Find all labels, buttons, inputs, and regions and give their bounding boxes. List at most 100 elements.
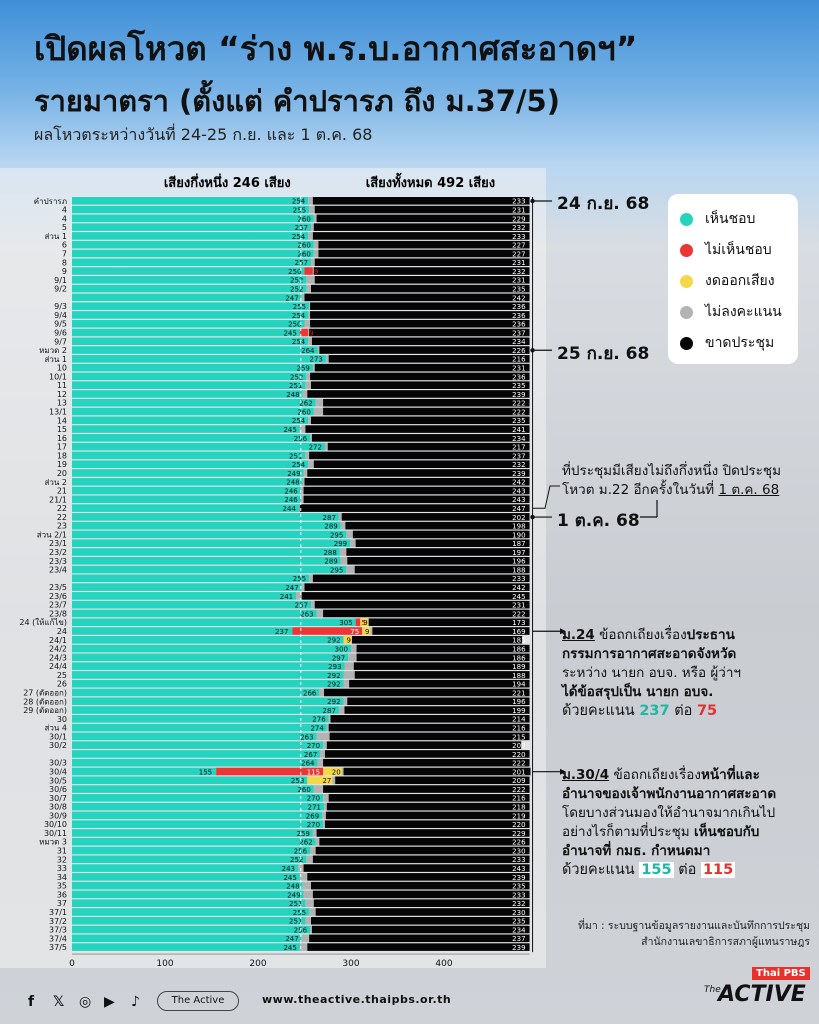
row-label: ส่วน 2/1 — [37, 530, 67, 539]
website-link[interactable]: www.theactive.thaipbs.or.th — [262, 993, 452, 1006]
bar-disagree — [299, 328, 309, 337]
bar-absent — [310, 372, 530, 381]
bar-agree — [72, 925, 311, 934]
absent-value-label: 209 — [512, 777, 525, 785]
agree-value-label: 260 — [297, 215, 310, 223]
tiktok-icon[interactable]: ♪ — [131, 994, 140, 1010]
row-label: 24 (ให้แก้ไข) — [19, 618, 67, 627]
bar-agree — [72, 486, 301, 495]
bar-novote — [310, 846, 316, 855]
bar-agree — [72, 284, 307, 293]
absent-value-label: 226 — [512, 347, 526, 355]
bar-novote — [312, 829, 317, 837]
bar-absent — [329, 732, 530, 741]
brand-pill[interactable]: The Active — [157, 991, 239, 1011]
bar-novote — [303, 469, 308, 477]
bar-agree — [72, 802, 325, 811]
bar-novote — [308, 232, 313, 240]
row-label: 30/8 — [49, 803, 67, 812]
bar-absent — [312, 232, 530, 240]
row-label: 21/1 — [49, 495, 67, 504]
bar-agree — [72, 811, 323, 820]
agree-value-label: 295 — [330, 566, 343, 574]
note-m24: ม.24 ข้อถกเถียงเรื่องประธาน กรรมการอากาศ… — [562, 626, 812, 721]
note-text: ข้อถกเถียงเรื่อง — [599, 627, 687, 643]
agree-value-label: 247 — [285, 935, 298, 943]
row-label: 9/7 — [54, 337, 67, 346]
bar-absent — [312, 574, 530, 583]
instagram-icon[interactable]: ◎ — [79, 994, 92, 1010]
bar-agree — [72, 794, 324, 802]
row-label: 30/4 — [49, 768, 67, 777]
row-label: 23/2 — [49, 548, 67, 557]
bar-absent — [311, 925, 530, 934]
row-label: 9/3 — [54, 302, 67, 311]
absent-value-label: 235 — [512, 417, 525, 425]
agree-value-label: 273 — [310, 356, 323, 364]
row-label: 23/5 — [49, 583, 67, 592]
note-bold: อำนาจของเจ้าพนักงานอากาศสะอาด — [562, 786, 777, 802]
bar-abstain — [323, 767, 342, 776]
bar-novote — [301, 934, 310, 943]
score-agree: 155 — [639, 862, 674, 878]
bar-novote — [324, 802, 327, 811]
bar-agree — [72, 697, 344, 706]
date-label-2: 25 ก.ย. 68 — [557, 344, 650, 364]
agree-value-label: 254 — [292, 338, 306, 346]
absent-value-label: 190 — [512, 531, 525, 539]
quorum-line1: ที่ประชุมมีเสียงไม่ถึงกึ่งหนึ่ง ปิดประชุ… — [562, 463, 781, 479]
absent-value-label: 236 — [512, 373, 526, 381]
bar-agree — [72, 416, 309, 425]
facebook-icon[interactable]: f — [28, 994, 35, 1010]
bar-novote — [340, 556, 348, 565]
bar-agree — [72, 688, 320, 697]
agree-value-label: 260 — [297, 786, 310, 794]
row-label: 9/2 — [54, 285, 67, 294]
absent-value-label: 239 — [512, 470, 525, 478]
bar-novote — [332, 776, 336, 785]
bar-absent — [347, 556, 530, 565]
agree-value-label: 251 — [289, 918, 302, 926]
bar-absent — [309, 451, 530, 460]
bar-agree — [72, 618, 356, 627]
agree-value-label: 264 — [301, 760, 315, 768]
bar-agree — [72, 636, 344, 644]
bar-agree — [72, 846, 311, 855]
bar-agree — [72, 627, 293, 635]
absent-value-label: 239 — [512, 944, 525, 952]
agree-value-label: 274 — [310, 725, 324, 733]
bar-absent — [323, 785, 530, 793]
bar-absent — [318, 240, 530, 249]
bar-agree — [72, 916, 306, 925]
bar-agree — [72, 232, 309, 240]
row-label: 30/2 — [49, 741, 67, 750]
bar-agree — [72, 679, 344, 688]
bar-novote — [325, 355, 329, 363]
bar-novote — [323, 794, 329, 802]
bar-agree — [72, 311, 309, 319]
agree-value-label: 251 — [289, 452, 302, 460]
agree-value-label: 262 — [299, 839, 312, 847]
logo-the: The — [704, 985, 721, 995]
bar-absent — [311, 434, 530, 442]
bar-absent — [303, 495, 530, 504]
agree-value-label: 255 — [293, 303, 306, 311]
agree-value-label: 270 — [307, 742, 320, 750]
note-text: โดยบางส่วนมองให้อำนาจมากเกินไป — [562, 805, 776, 821]
bar-absent — [354, 565, 530, 574]
x-icon[interactable]: 𝕏 — [53, 994, 65, 1010]
youtube-icon[interactable]: ▶ — [104, 994, 115, 1010]
agree-value-label: 260 — [297, 408, 310, 416]
bar-disagree — [216, 767, 324, 776]
absent-value-label: 186 — [512, 654, 526, 662]
absent-value-label: 229 — [512, 830, 525, 838]
bar-novote — [299, 425, 306, 433]
bar-novote — [311, 600, 315, 609]
bar-absent — [352, 530, 530, 539]
bar-absent — [354, 671, 530, 679]
bar-absent — [315, 846, 530, 855]
absent-value-label: 218 — [512, 804, 525, 812]
bar-agree — [72, 600, 312, 609]
absent-value-label: 196 — [512, 558, 526, 566]
bar-absent — [311, 416, 530, 425]
